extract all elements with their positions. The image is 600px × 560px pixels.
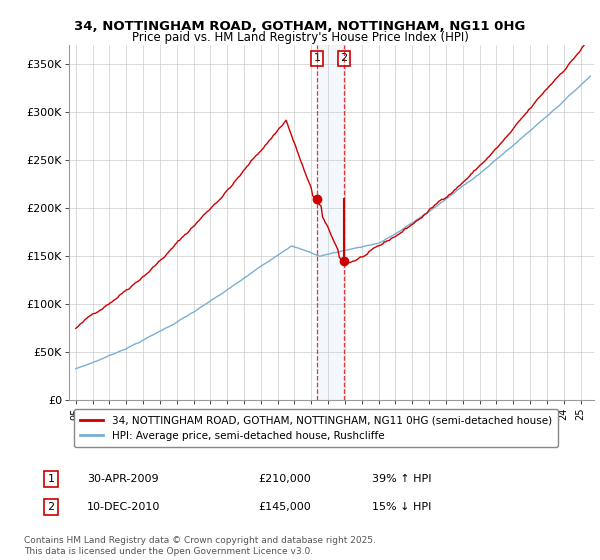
Legend: 34, NOTTINGHAM ROAD, GOTHAM, NOTTINGHAM, NG11 0HG (semi-detached house), HPI: Av: 34, NOTTINGHAM ROAD, GOTHAM, NOTTINGHAM,…: [74, 409, 558, 447]
Text: 1: 1: [313, 53, 320, 63]
Text: 34, NOTTINGHAM ROAD, GOTHAM, NOTTINGHAM, NG11 0HG: 34, NOTTINGHAM ROAD, GOTHAM, NOTTINGHAM,…: [74, 20, 526, 32]
Text: 1: 1: [47, 474, 55, 484]
Text: Contains HM Land Registry data © Crown copyright and database right 2025.
This d: Contains HM Land Registry data © Crown c…: [24, 536, 376, 556]
Text: 10-DEC-2010: 10-DEC-2010: [87, 502, 160, 512]
Text: 2: 2: [47, 502, 55, 512]
Text: £210,000: £210,000: [258, 474, 311, 484]
Text: £145,000: £145,000: [258, 502, 311, 512]
Bar: [317, 45, 344, 400]
Text: 30-APR-2009: 30-APR-2009: [87, 474, 158, 484]
Text: 2: 2: [341, 53, 347, 63]
Text: 39% ↑ HPI: 39% ↑ HPI: [372, 474, 431, 484]
Text: Price paid vs. HM Land Registry's House Price Index (HPI): Price paid vs. HM Land Registry's House …: [131, 31, 469, 44]
Text: 15% ↓ HPI: 15% ↓ HPI: [372, 502, 431, 512]
